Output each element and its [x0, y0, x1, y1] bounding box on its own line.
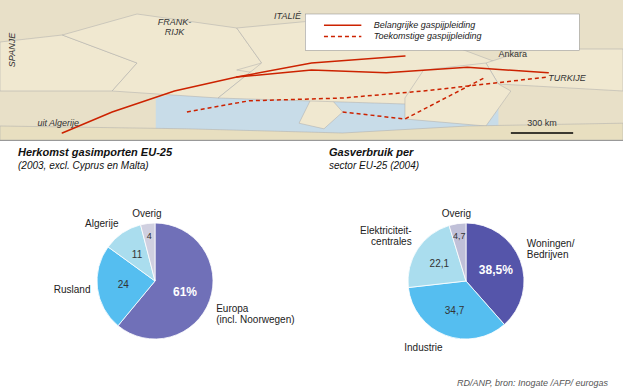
svg-text:Elektriciteit-centrales: Elektriciteit-centrales — [360, 225, 412, 247]
svg-text:Rusland: Rusland — [54, 284, 91, 295]
svg-text:SPANJE: SPANJE — [8, 32, 17, 67]
svg-text:Toekomstige gaspijpleiding: Toekomstige gaspijpleiding — [374, 31, 482, 41]
svg-text:Algerije: Algerije — [85, 218, 119, 229]
svg-text:34,7: 34,7 — [445, 305, 465, 316]
svg-text:FRANK-RIJK: FRANK-RIJK — [158, 17, 192, 37]
svg-text:11: 11 — [132, 249, 143, 260]
svg-text:ITALIÉ: ITALIÉ — [274, 11, 302, 21]
html-text:Gasverbruik per: Gasverbruik per — [329, 146, 414, 158]
svg-text:24: 24 — [118, 279, 130, 290]
html-text:sector EU-25 (2004): sector EU-25 (2004) — [329, 160, 419, 171]
svg-text:TURKIJE: TURKIJE — [548, 73, 587, 83]
svg-text:61%: 61% — [173, 285, 197, 299]
svg-text:Woningen/Bedrijven: Woningen/Bedrijven — [527, 238, 575, 260]
svg-text:uit Algerije: uit Algerije — [37, 118, 79, 128]
svg-text:Industrie: Industrie — [404, 341, 443, 352]
svg-text:38,5%: 38,5% — [479, 263, 513, 277]
svg-text:Overig: Overig — [442, 207, 471, 218]
svg-text:Europa(incl. Noorwegen): Europa(incl. Noorwegen) — [216, 303, 294, 325]
svg-text:22,1: 22,1 — [430, 258, 450, 269]
svg-text:4: 4 — [147, 231, 152, 241]
html-text:RD/ANP, bron: Inogate /AFP/ eu: RD/ANP, bron: Inogate /AFP/ eurogas — [457, 378, 608, 388]
svg-text:Overig: Overig — [132, 207, 161, 218]
svg-text:Belangrijke gaspijpleiding: Belangrijke gaspijpleiding — [374, 20, 476, 30]
svg-text:300 km: 300 km — [527, 118, 557, 128]
svg-text:4,7: 4,7 — [453, 231, 466, 241]
svg-text:Ankara: Ankara — [498, 49, 527, 59]
html-text:(2003, excl. Cyprus en Malta): (2003, excl. Cyprus en Malta) — [18, 160, 149, 171]
html-text:Herkomst gasimporten EU-25: Herkomst gasimporten EU-25 — [18, 146, 172, 158]
